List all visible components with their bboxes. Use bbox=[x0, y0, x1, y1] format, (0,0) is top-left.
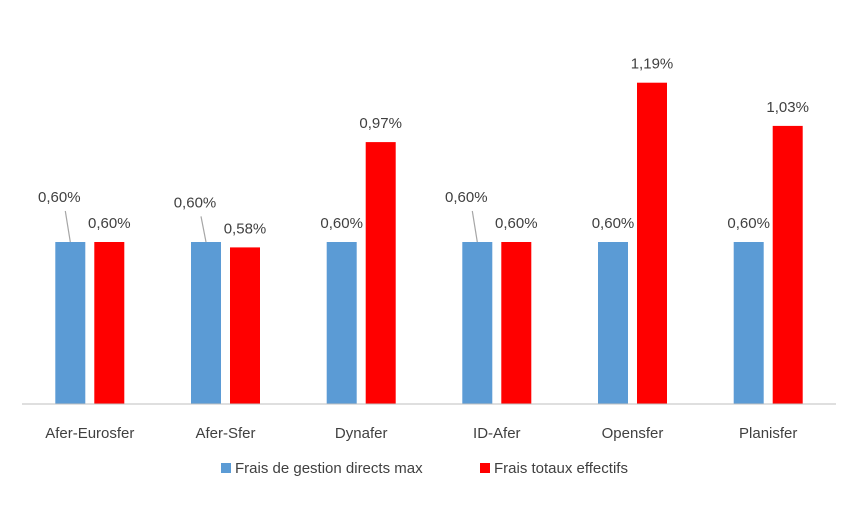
bar-frais-de-gestion-directs-max-afer-eurosfer bbox=[55, 242, 86, 404]
data-label-frais-de-gestion-directs-max-id-afer: 0,60% bbox=[445, 189, 488, 206]
bar-frais-de-gestion-directs-max-dynafer bbox=[326, 242, 357, 404]
data-label-frais-de-gestion-directs-max-dynafer: 0,60% bbox=[320, 215, 363, 232]
leader-line-id-afer bbox=[471, 210, 478, 243]
bar-frais-de-gestion-directs-max-planisfer bbox=[733, 242, 764, 404]
data-label-frais-de-gestion-directs-max-opensfer: 0,60% bbox=[592, 215, 635, 232]
data-label-frais-de-gestion-directs-max-planisfer: 0,60% bbox=[727, 215, 770, 232]
leader-lines bbox=[64, 210, 478, 243]
data-label-frais-totaux-effectifs-dynafer: 0,97% bbox=[359, 115, 402, 132]
x-tick-label-opensfer: Opensfer bbox=[602, 425, 664, 442]
bar-frais-totaux-effectifs-planisfer bbox=[772, 125, 803, 405]
x-tick-label-planisfer: Planisfer bbox=[739, 425, 797, 442]
legend-swatch-frais-de-gestion-directs-max bbox=[221, 463, 231, 473]
data-label-frais-totaux-effectifs-afer-eurosfer: 0,60% bbox=[88, 215, 131, 232]
bar-frais-totaux-effectifs-opensfer bbox=[637, 82, 667, 404]
legend: Frais de gestion directs max Frais totaux… bbox=[221, 460, 628, 477]
data-label-frais-totaux-effectifs-id-afer: 0,60% bbox=[495, 215, 538, 232]
x-tick-labels: Afer-Eurosfer Afer-Sfer Dynafer ID-Afer Open… bbox=[45, 425, 797, 442]
bar-frais-de-gestion-directs-max-afer-sfer bbox=[191, 242, 221, 404]
x-tick-label-dynafer: Dynafer bbox=[335, 425, 388, 442]
data-label-frais-de-gestion-directs-max-afer-eurosfer: 0,60% bbox=[38, 189, 81, 206]
legend-label-frais-totaux-effectifs: Frais totaux effectifs bbox=[494, 460, 628, 477]
bar-frais-totaux-effectifs-dynafer bbox=[365, 142, 396, 404]
bar-frais-de-gestion-directs-max-id-afer bbox=[462, 242, 493, 404]
bar-frais-de-gestion-directs-max-opensfer bbox=[598, 242, 628, 404]
bar-frais-totaux-effectifs-afer-sfer bbox=[230, 247, 260, 404]
data-label-frais-totaux-effectifs-planisfer: 1,03% bbox=[766, 99, 809, 116]
leader-line-afer-eurosfer bbox=[64, 210, 71, 243]
x-tick-label-afer-sfer: Afer-Sfer bbox=[195, 425, 255, 442]
legend-swatch-frais-totaux-effectifs bbox=[480, 463, 490, 473]
bar-frais-totaux-effectifs-id-afer bbox=[501, 242, 532, 404]
x-tick-label-id-afer: ID-Afer bbox=[473, 425, 521, 442]
x-tick-label-afer-eurosfer: Afer-Eurosfer bbox=[45, 425, 134, 442]
bars-layer bbox=[55, 82, 803, 405]
data-label-frais-de-gestion-directs-max-afer-sfer: 0,60% bbox=[174, 194, 217, 211]
leader-line-afer-sfer bbox=[200, 216, 207, 243]
data-label-frais-totaux-effectifs-afer-sfer: 0,58% bbox=[224, 220, 267, 237]
data-label-frais-totaux-effectifs-opensfer: 1,19% bbox=[631, 56, 674, 73]
data-labels: 0,60% 0,60% 0,60% 0,58% 0,60% 0,97% 0,60% 0,60%… bbox=[38, 56, 809, 238]
legend-label-frais-de-gestion-directs-max: Frais de gestion directs max bbox=[235, 460, 423, 477]
bar-frais-totaux-effectifs-afer-eurosfer bbox=[94, 242, 125, 404]
